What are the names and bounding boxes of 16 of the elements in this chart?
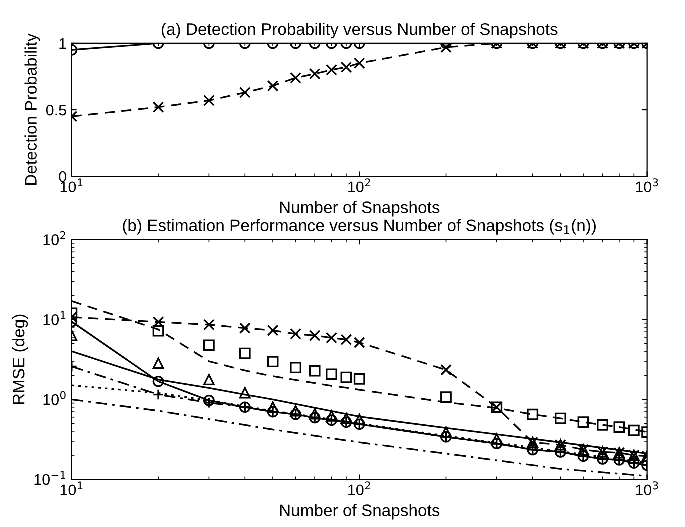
y-tick-label: 1 bbox=[60, 38, 66, 50]
y-tick-label: 10$^{2}$ bbox=[44, 231, 66, 246]
chart-title: (b) Estimation Performance versus Number of Snapshots (s$_{1}$(n)) bbox=[123, 219, 596, 235]
x-axis-title: Number of Snapshots bbox=[280, 201, 440, 217]
y-tick-label: 10$^{1}$ bbox=[44, 312, 66, 326]
y-tick-label: 10$^{0}$ bbox=[44, 391, 66, 406]
y-axis-title: Detection Probability bbox=[24, 34, 40, 186]
x-tick-label: 10$^{3}$ bbox=[636, 482, 658, 496]
y-axis-title: RMSE (deg) bbox=[12, 314, 28, 404]
x-tick-label: 10$^{2}$ bbox=[348, 178, 370, 193]
y-tick-label: 0.5 bbox=[46, 104, 66, 116]
chart-title: (a) Detection Probability versus Number of Snapshots bbox=[162, 23, 558, 39]
x-tick-label: 10$^{3}$ bbox=[636, 178, 658, 193]
x-axis-title: Number of Snapshots bbox=[280, 504, 440, 520]
y-tick-label: 10$^{−1}$ bbox=[34, 471, 66, 486]
x-tick-label: 10$^{2}$ bbox=[348, 482, 370, 496]
